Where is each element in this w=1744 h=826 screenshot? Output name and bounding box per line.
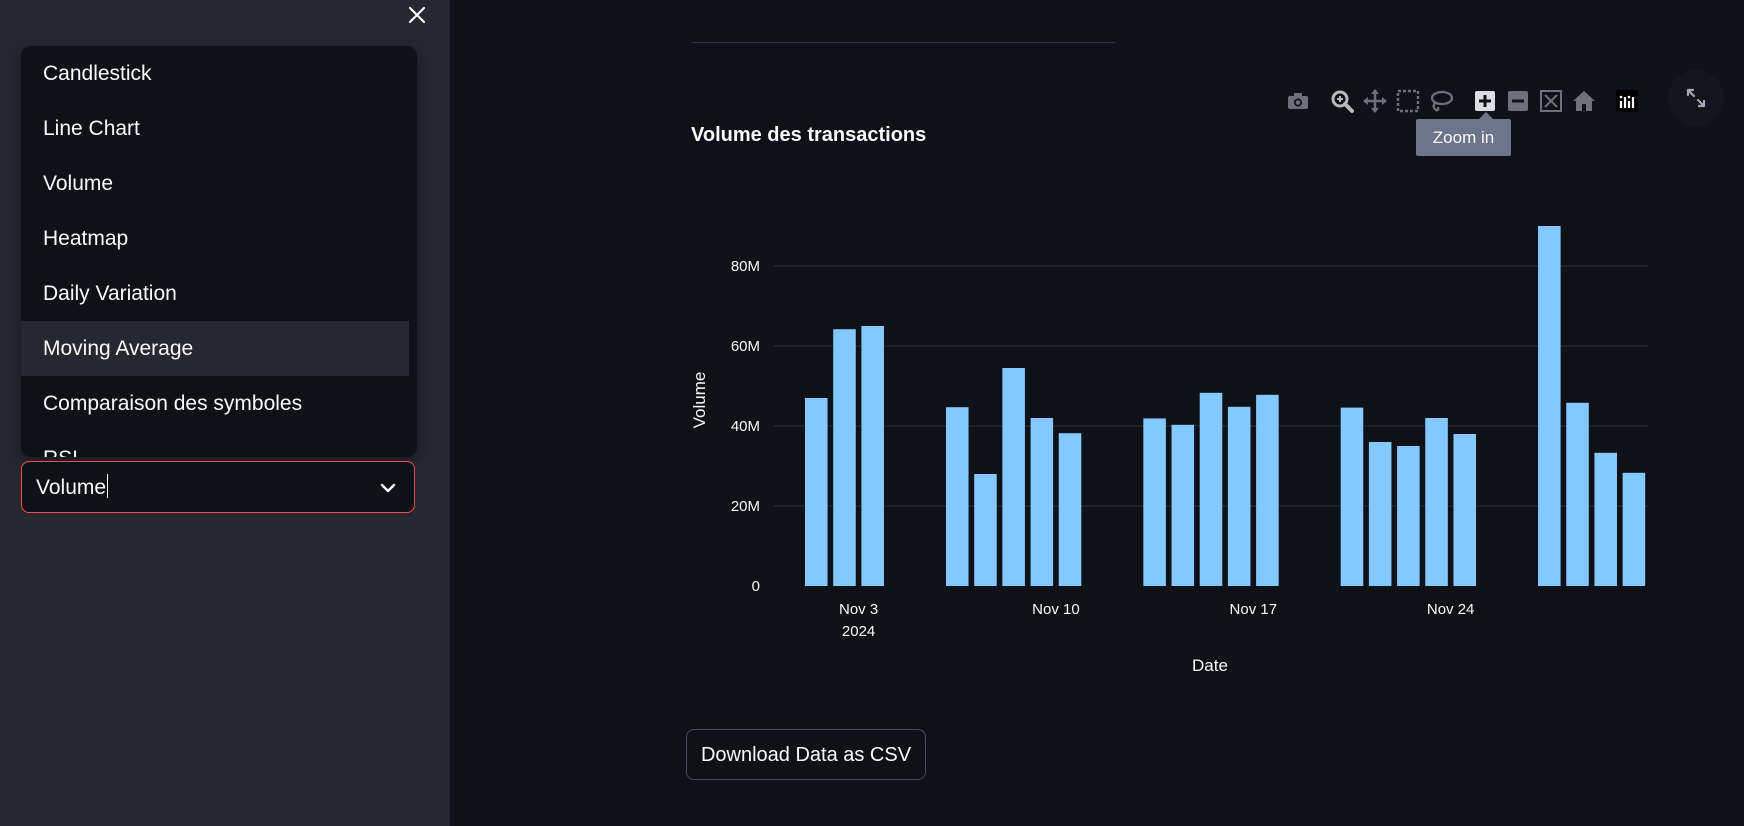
- menu-item-rsi[interactable]: RSI: [21, 431, 409, 457]
- plotly-logo-icon[interactable]: [1614, 88, 1640, 114]
- zoom-in-icon[interactable]: [1472, 88, 1498, 114]
- volume-bar[interactable]: [1256, 394, 1279, 586]
- camera-icon[interactable]: [1285, 88, 1311, 114]
- volume-bar[interactable]: [1594, 452, 1617, 586]
- volume-bar[interactable]: [1566, 402, 1589, 586]
- volume-bar[interactable]: [1425, 418, 1448, 586]
- y-tick-label: 0: [752, 578, 760, 595]
- menu-item-moving-average[interactable]: Moving Average: [21, 321, 409, 376]
- x-tick-labels: Nov 3 2024 Nov 10 Nov 17 Nov 24: [839, 601, 1474, 640]
- y-tick-label: 40M: [731, 418, 760, 435]
- y-tick-label: 20M: [731, 498, 760, 515]
- volume-bar[interactable]: [805, 398, 828, 586]
- volume-bar[interactable]: [974, 474, 997, 586]
- menu-item-daily-variation[interactable]: Daily Variation: [43, 282, 177, 305]
- volume-bar[interactable]: [1538, 226, 1561, 586]
- volume-bar[interactable]: [1227, 406, 1251, 586]
- reset-axes-icon[interactable]: [1571, 88, 1597, 114]
- zoom-in-tooltip: Zoom in: [1416, 119, 1511, 156]
- x-tick-label: Nov 10: [1032, 601, 1080, 618]
- volume-bar[interactable]: [1030, 418, 1054, 586]
- volume-bar[interactable]: [1453, 434, 1477, 586]
- volume-bar[interactable]: [1058, 433, 1082, 586]
- volume-bar[interactable]: [1368, 442, 1392, 586]
- volume-bar[interactable]: [1171, 424, 1195, 586]
- menu-item-volume[interactable]: Volume: [43, 172, 114, 195]
- menu-item-candlestick[interactable]: Candlestick: [43, 62, 152, 85]
- volume-bar[interactable]: [1340, 407, 1364, 586]
- expand-icon: [1686, 88, 1706, 108]
- fullscreen-button[interactable]: [1668, 70, 1724, 126]
- pan-icon[interactable]: [1362, 88, 1388, 114]
- chevron-down-icon: [380, 483, 396, 493]
- lasso-select-icon[interactable]: [1428, 88, 1454, 114]
- volume-bar[interactable]: [1143, 418, 1166, 586]
- x-tick-year-label: 2024: [842, 623, 875, 640]
- y-tick-label: 60M: [731, 338, 760, 355]
- box-select-icon[interactable]: [1395, 88, 1421, 114]
- tooltip-arrow: [1479, 112, 1493, 119]
- y-tick-label: 80M: [731, 258, 760, 275]
- volume-bar[interactable]: [861, 326, 884, 586]
- close-sidebar-button[interactable]: [404, 2, 430, 28]
- volume-bar[interactable]: [1002, 368, 1025, 586]
- close-icon: [408, 6, 426, 24]
- x-axis-label: Date: [1192, 656, 1228, 675]
- menu-item-heatmap[interactable]: Heatmap: [43, 227, 129, 250]
- y-axis-label: Volume: [690, 372, 709, 429]
- volume-bar[interactable]: [1622, 472, 1646, 586]
- bars: [805, 226, 1646, 586]
- volume-bar[interactable]: [1199, 392, 1223, 586]
- zoom-icon[interactable]: [1329, 88, 1355, 114]
- volume-bar[interactable]: [945, 407, 969, 586]
- x-tick-label: Nov 3: [839, 601, 878, 618]
- dropdown-menu: Candlestick Line Chart Volume Heatmap Da…: [21, 46, 417, 457]
- menu-item-comparaison-symboles[interactable]: Comparaison des symboles: [43, 392, 303, 415]
- autoscale-icon[interactable]: [1538, 88, 1564, 114]
- chart-title: Volume des transactions: [691, 124, 927, 146]
- divider: [692, 42, 1115, 43]
- zoom-out-icon[interactable]: [1505, 88, 1531, 114]
- chart-type-select[interactable]: Volume: [21, 461, 415, 513]
- x-tick-label: Nov 17: [1230, 601, 1278, 618]
- y-tick-labels: 0 20M 40M 60M 80M: [731, 258, 760, 595]
- select-value: Volume: [36, 474, 109, 499]
- x-tick-label: Nov 24: [1427, 601, 1475, 618]
- volume-bar[interactable]: [833, 329, 856, 586]
- menu-item-line-chart[interactable]: Line Chart: [43, 117, 140, 140]
- download-csv-button[interactable]: Download Data as CSV: [686, 729, 926, 780]
- sidebar: Candlestick Line Chart Volume Heatmap Da…: [0, 0, 450, 826]
- volume-bar[interactable]: [1397, 446, 1420, 586]
